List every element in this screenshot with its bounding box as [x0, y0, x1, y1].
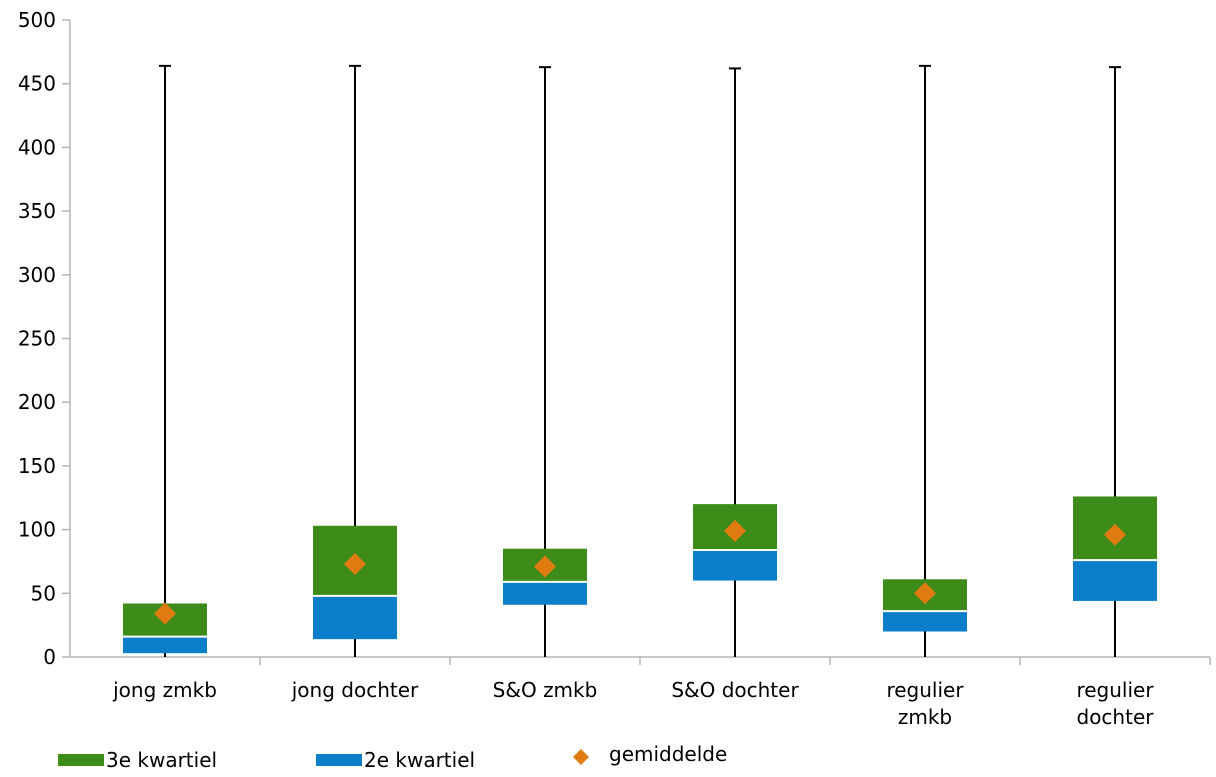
- mean-marker: [724, 519, 746, 542]
- box-2e-kwartiel: [1073, 560, 1157, 601]
- box-group: [313, 64, 397, 657]
- category-label: S&O dochter: [671, 678, 799, 702]
- mean-marker: [154, 602, 176, 625]
- axes: [69, 20, 1211, 665]
- y-tick-label: 0: [43, 645, 56, 669]
- category-label: regulier: [1076, 678, 1154, 702]
- legend-label-gemiddelde: gemiddelde: [609, 742, 727, 766]
- box-2e-kwartiel: [123, 636, 207, 654]
- y-tick-label: 150: [18, 454, 56, 478]
- y-tick-label: 450: [18, 72, 56, 96]
- mean-marker: [344, 552, 366, 575]
- legend-swatch-3e-kwartiel: [58, 754, 104, 766]
- category-label: jong dochter: [291, 678, 419, 702]
- boxes: [123, 64, 1157, 657]
- box-2e-kwartiel: [503, 581, 587, 605]
- mean-marker: [1104, 523, 1126, 546]
- box-group: [693, 67, 777, 657]
- legend: 3e kwartiel 2e kwartiel gemiddelde: [58, 742, 727, 772]
- box-group: [883, 64, 967, 657]
- mean-marker: [534, 555, 556, 578]
- mean-marker: [914, 582, 936, 605]
- y-axis-ticks: 0 50 100 150 200 250 300 350 400 450 500: [18, 8, 70, 669]
- box-group: [123, 64, 207, 657]
- category-label: S&O zmkb: [493, 678, 598, 702]
- y-tick-label: 250: [18, 327, 56, 351]
- category-labels: jong zmkb jong dochter S&O zmkb S&O dochter…: [112, 678, 1154, 729]
- category-label: jong zmkb: [112, 678, 217, 702]
- y-tick-label: 300: [18, 263, 56, 287]
- y-tick-label: 350: [18, 199, 56, 223]
- legend-label-3e-kwartiel: 3e kwartiel: [106, 748, 217, 772]
- y-tick-label: 400: [18, 135, 56, 159]
- y-tick-label: 500: [18, 8, 56, 32]
- category-label: zmkb: [898, 705, 952, 729]
- y-tick-label: 100: [18, 518, 56, 542]
- box-2e-kwartiel: [693, 549, 777, 581]
- category-label: regulier: [886, 678, 964, 702]
- legend-label-2e-kwartiel: 2e kwartiel: [364, 748, 475, 772]
- legend-swatch-2e-kwartiel: [316, 754, 362, 766]
- box-group: [503, 66, 587, 657]
- box-group: [1073, 66, 1157, 657]
- category-label: dochter: [1077, 705, 1155, 729]
- y-tick-label: 200: [18, 390, 56, 414]
- legend-marker-gemiddelde: [573, 749, 589, 765]
- box-2e-kwartiel: [313, 595, 397, 640]
- y-tick-label: 50: [31, 581, 56, 605]
- box-2e-kwartiel: [883, 611, 967, 632]
